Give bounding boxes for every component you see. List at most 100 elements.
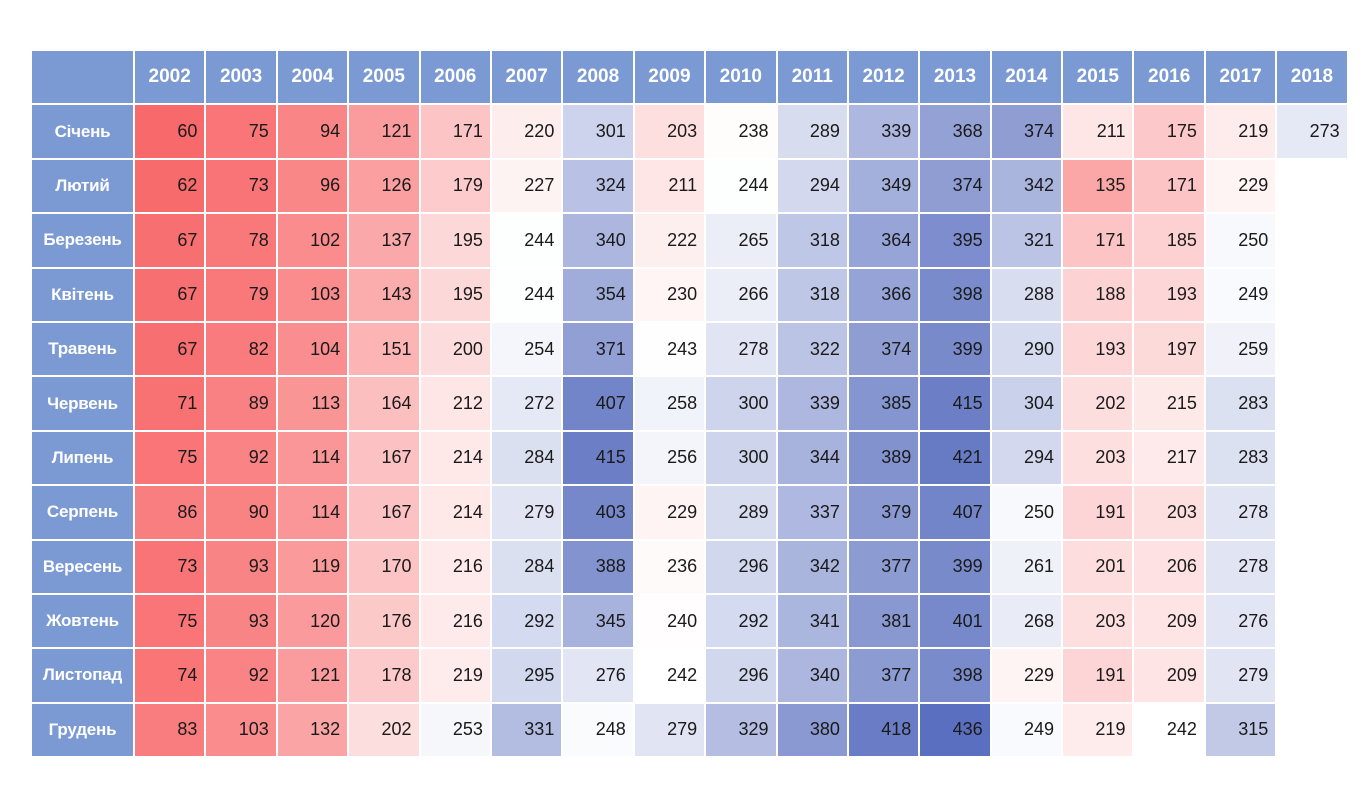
empty-cell (1277, 649, 1347, 702)
heatmap-cell: 301 (563, 105, 633, 158)
column-header-2010: 2010 (706, 51, 776, 104)
table-row: Травень 67 82 104 151 200 254 371 243 278 322 374 39… (32, 322, 1347, 376)
heatmap-cell: 203 (1134, 486, 1204, 539)
column-header-2016: 2016 (1134, 51, 1204, 104)
heatmap-cell: 253 (420, 703, 490, 757)
table-row: Червень 71 89 113 164 212 272 407 258 300 339 385 41… (32, 377, 1347, 430)
row-header: Листопад (32, 649, 133, 702)
heatmap-cell: 250 (991, 486, 1062, 539)
heatmap-cell: 296 (706, 649, 776, 702)
heatmap-cell: 67 (135, 268, 205, 321)
heatmap-cell: 94 (277, 105, 348, 158)
heatmap-cell: 268 (991, 594, 1062, 648)
heatmap-cell: 374 (991, 105, 1062, 158)
heatmap-cell: 151 (349, 322, 419, 376)
heatmap-cell: 395 (920, 214, 990, 267)
heatmap-cell: 222 (634, 214, 705, 267)
row-header: Вересень (32, 540, 133, 593)
heatmap-cell: 379 (848, 486, 919, 539)
table-row: Лютий 62 73 96 126 179 227 324 211 244 294 349 374 34… (32, 159, 1347, 213)
row-header: Серпень (32, 486, 133, 539)
heatmap-cell: 143 (349, 268, 419, 321)
heatmap-cell: 399 (920, 540, 990, 593)
heatmap-cell: 289 (706, 486, 776, 539)
table-row: Жовтень 75 93 120 176 216 292 345 240 292 341 381 40… (32, 594, 1347, 648)
heatmap-cell: 259 (1205, 322, 1276, 376)
heatmap-cell: 120 (277, 594, 348, 648)
heatmap-cell: 401 (920, 594, 990, 648)
heatmap-cell: 388 (563, 540, 633, 593)
empty-cell (1277, 431, 1347, 485)
heatmap-cell: 381 (848, 594, 919, 648)
heatmap-cell: 121 (349, 105, 419, 158)
heatmap-cell: 340 (777, 649, 847, 702)
heatmap-cell: 249 (1205, 268, 1276, 321)
heatmap-cell: 296 (706, 540, 776, 593)
heatmap-cell: 170 (349, 540, 419, 593)
heatmap-cell: 119 (277, 540, 348, 593)
table-row: Квітень 67 79 103 143 195 244 354 230 266 318 366 39… (32, 268, 1347, 321)
heatmap-cell: 211 (1063, 105, 1133, 158)
heatmap-cell: 191 (1063, 649, 1133, 702)
heatmap-cell: 206 (1134, 540, 1204, 593)
column-header-2008: 2008 (563, 51, 633, 104)
heatmap-cell: 300 (706, 431, 776, 485)
table-row: Січень 60 75 94 121 171 220 301 203 238 289 339 368 3… (32, 105, 1347, 158)
heatmap-cell: 244 (491, 214, 562, 267)
heatmap-cell: 278 (706, 322, 776, 376)
heatmap-cell: 403 (563, 486, 633, 539)
header-row: 2002 2003 2004 2005 2006 2007 2008 2009 2010 2011… (32, 51, 1347, 104)
heatmap-cell: 349 (848, 159, 919, 213)
row-header: Липень (32, 431, 133, 485)
row-header: Січень (32, 105, 133, 158)
heatmap-cell: 322 (777, 322, 847, 376)
heatmap-cell: 75 (135, 594, 205, 648)
heatmap-cell: 389 (848, 431, 919, 485)
heatmap-cell: 374 (848, 322, 919, 376)
column-header-2005: 2005 (349, 51, 419, 104)
heatmap-cell: 74 (135, 649, 205, 702)
heatmap-cell: 219 (420, 649, 490, 702)
heatmap-cell: 364 (848, 214, 919, 267)
heatmap-cell: 242 (634, 649, 705, 702)
heatmap-cell: 374 (920, 159, 990, 213)
heatmap-cell: 418 (848, 703, 919, 757)
heatmap-cell: 220 (491, 105, 562, 158)
heatmap-cell: 266 (706, 268, 776, 321)
heatmap-cell: 295 (491, 649, 562, 702)
heatmap-cell: 60 (135, 105, 205, 158)
column-header-2015: 2015 (1063, 51, 1133, 104)
heatmap-cell: 283 (1205, 377, 1276, 430)
heatmap-cell: 436 (920, 703, 990, 757)
heatmap-cell: 294 (777, 159, 847, 213)
row-header: Березень (32, 214, 133, 267)
heatmap-cell: 214 (420, 486, 490, 539)
heatmap-cell: 345 (563, 594, 633, 648)
heatmap-cell: 230 (634, 268, 705, 321)
heatmap-cell: 318 (777, 268, 847, 321)
heatmap-cell: 344 (777, 431, 847, 485)
heatmap-cell: 292 (706, 594, 776, 648)
empty-cell (1277, 540, 1347, 593)
heatmap-cell: 79 (206, 268, 276, 321)
heatmap-cell: 179 (420, 159, 490, 213)
heatmap-cell: 215 (1134, 377, 1204, 430)
heatmap-cell: 93 (206, 540, 276, 593)
heatmap-cell: 289 (777, 105, 847, 158)
heatmap-cell: 315 (1205, 703, 1276, 757)
heatmap-cell: 92 (206, 431, 276, 485)
heatmap-cell: 276 (563, 649, 633, 702)
heatmap-cell: 103 (206, 703, 276, 757)
column-header-2011: 2011 (777, 51, 847, 104)
heatmap-cell: 73 (206, 159, 276, 213)
heatmap-cell: 304 (991, 377, 1062, 430)
heatmap-cell: 203 (634, 105, 705, 158)
heatmap-cell: 201 (1063, 540, 1133, 593)
heatmap-cell: 164 (349, 377, 419, 430)
heatmap-cell: 214 (420, 431, 490, 485)
heatmap-cell: 244 (706, 159, 776, 213)
heatmap-cell: 248 (563, 703, 633, 757)
table-row: Липень 75 92 114 167 214 284 415 256 300 344 389 421… (32, 431, 1347, 485)
heatmap-cell: 415 (920, 377, 990, 430)
heatmap-cell: 238 (706, 105, 776, 158)
